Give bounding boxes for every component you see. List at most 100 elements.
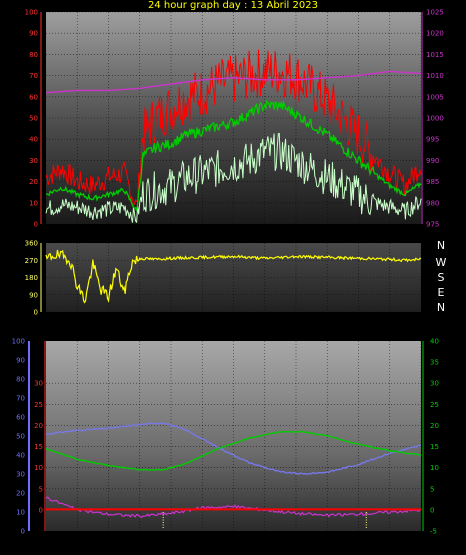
x-tick-label: 22 <box>385 541 394 549</box>
x-tick-label: 12 <box>229 541 238 549</box>
temp-panel-axes: 02 04 06 08 10 12 14 16 18 20 22 000102030405060708… <box>12 338 439 550</box>
direction-panel-axes: 0 90 180 270 360 <box>25 240 42 317</box>
wind-panel-axes: 02 04 06 08 10 12 14 16 18 20 22 000102030405060708… <box>25 9 444 241</box>
wind-low-line <box>45 132 422 224</box>
y-tick-label-left: 40 <box>29 136 38 144</box>
wind-panel-series <box>45 49 422 224</box>
compass-label-w: W <box>435 256 447 269</box>
y-tick-label-right: 1000 <box>426 115 444 123</box>
x-tick-label: 14 <box>260 232 269 240</box>
y-tick-label-rain: 5 <box>39 485 43 493</box>
x-tick-label: 18 <box>323 541 332 549</box>
y-tick-label-humidity: 50 <box>16 433 25 441</box>
y-tick-label-right: 1025 <box>426 9 444 17</box>
x-tick-label: 20 <box>354 541 363 549</box>
y-tick-label-rain: 20 <box>34 422 43 430</box>
y-tick-label-humidity: 20 <box>16 490 25 498</box>
x-tick-label: 10 <box>198 541 207 549</box>
y-tick-label-humidity: 10 <box>16 509 25 517</box>
y-tick-label-humidity: 100 <box>12 338 25 346</box>
y-tick-label-left: 90 <box>29 291 38 299</box>
x-tick-label: 18 <box>323 232 332 240</box>
y-tick-label-right: 975 <box>426 221 439 229</box>
x-tick-label: 22 <box>385 232 394 240</box>
y-tick-label-left: 0 <box>34 221 38 229</box>
wind-direction-line <box>45 249 422 304</box>
y-tick-label-left: 20 <box>29 178 38 186</box>
temp-panel-series <box>45 422 422 519</box>
x-tick-label: 14 <box>260 541 269 549</box>
y-tick-label-temperature: 10 <box>430 464 439 472</box>
y-tick-label-left: 60 <box>29 93 38 101</box>
y-tick-label-humidity: 70 <box>16 395 25 403</box>
wind-average-line <box>45 99 422 211</box>
y-tick-label-rain: 30 <box>34 380 43 388</box>
x-tick-label: 10 <box>198 232 207 240</box>
y-tick-label-rain: 15 <box>34 443 43 451</box>
x-tick-label: 20 <box>354 232 363 240</box>
x-tick-label: 08 <box>167 232 176 240</box>
temperature-line <box>45 430 422 471</box>
direction-panel-grid <box>46 242 422 313</box>
x-tick-label: 00 <box>417 541 426 549</box>
pressure-line <box>45 70 422 94</box>
y-tick-label-humidity: 40 <box>16 452 25 460</box>
y-tick-label-right: 995 <box>426 136 439 144</box>
y-tick-label-left: 10 <box>29 199 38 207</box>
chart-title: 24 hour graph day : 13 Abril 2023 <box>148 0 318 11</box>
y-tick-label-right: 1015 <box>426 51 444 59</box>
y-tick-label-right: 1020 <box>426 30 444 38</box>
y-tick-label-right: 990 <box>426 157 439 165</box>
y-tick-label-right: 1005 <box>426 93 444 101</box>
y-tick-label-left: 0 <box>34 309 38 317</box>
y-tick-label-left: 30 <box>29 157 38 165</box>
y-tick-label-humidity: 60 <box>16 414 25 422</box>
direction-panel-series <box>45 249 422 304</box>
y-tick-label-rain: 10 <box>34 464 43 472</box>
x-tick-label: 06 <box>135 541 144 549</box>
y-tick-label-left: 90 <box>29 30 38 38</box>
x-tick-label: 06 <box>135 232 144 240</box>
y-tick-label-rain: 0 <box>39 506 43 514</box>
dewpoint-line <box>45 496 422 519</box>
y-tick-label-left: 180 <box>25 274 38 282</box>
y-tick-label-left: 100 <box>25 9 38 17</box>
y-tick-label-right: 985 <box>426 178 439 186</box>
y-tick-label-humidity: 0 <box>21 528 25 536</box>
y-tick-label-right: 1010 <box>426 72 444 80</box>
compass-label-e: E <box>437 286 445 299</box>
y-tick-label-temperature: 25 <box>430 401 439 409</box>
y-tick-label-left: 80 <box>29 51 38 59</box>
compass-label-s: S <box>437 271 445 284</box>
x-tick-label: 16 <box>292 232 301 240</box>
y-tick-label-temperature: 5 <box>430 485 434 493</box>
x-tick-label: 04 <box>104 232 113 240</box>
y-tick-label-left: 360 <box>25 240 38 248</box>
y-tick-label-left: 50 <box>29 115 38 123</box>
y-tick-label-humidity: 80 <box>16 376 25 384</box>
y-tick-label-right: 980 <box>426 199 439 207</box>
y-tick-label-humidity: 30 <box>16 471 25 479</box>
y-tick-label-temperature: 15 <box>430 443 439 451</box>
compass-label-n-bottom: N <box>436 301 446 314</box>
x-tick-label: 00 <box>417 232 426 240</box>
y-tick-label-left: 270 <box>25 257 38 265</box>
temp-panel-background <box>46 341 421 531</box>
x-tick-label: 02 <box>73 232 82 240</box>
x-tick-label: 08 <box>167 541 176 549</box>
y-tick-label-left: 70 <box>29 72 38 80</box>
y-tick-label-humidity: 90 <box>16 357 25 365</box>
y-tick-label-temperature: 0 <box>430 506 434 514</box>
x-tick-label: 12 <box>229 232 238 240</box>
humidity-line <box>45 422 422 476</box>
y-tick-label-temperature: 40 <box>430 338 439 346</box>
x-tick-label: 02 <box>73 541 82 549</box>
y-tick-label-temperature: 35 <box>430 359 439 367</box>
compass-label-n-top: N <box>436 239 446 252</box>
y-tick-label-temperature: 30 <box>430 380 439 388</box>
x-tick-label: 16 <box>292 541 301 549</box>
wind-gust-line <box>45 49 422 207</box>
y-tick-label-temperature: -5 <box>430 528 437 536</box>
y-tick-label-temperature: 20 <box>430 422 439 430</box>
